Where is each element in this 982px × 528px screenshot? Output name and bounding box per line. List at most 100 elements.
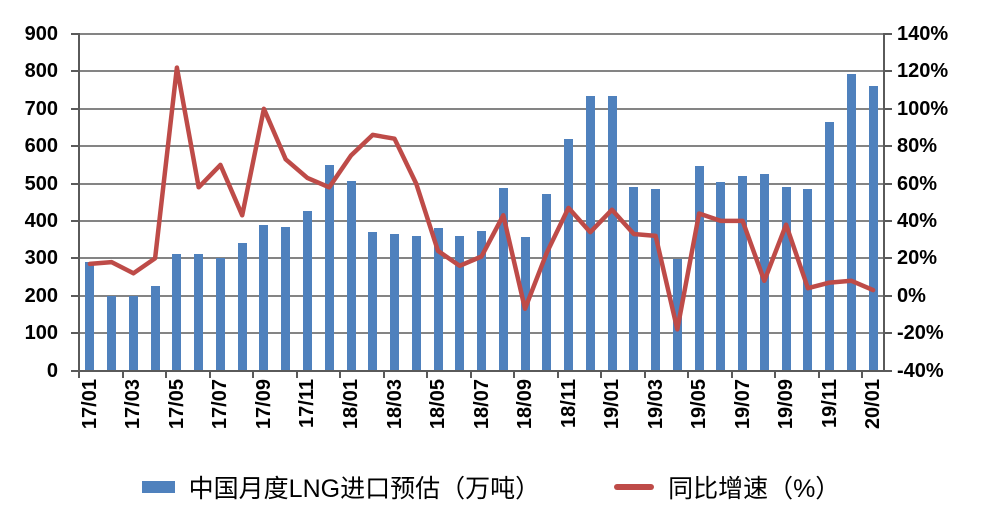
x-axis-tick <box>861 370 864 378</box>
x-axis-tick <box>513 370 516 378</box>
right-axis-label-60%: 60% <box>897 172 938 195</box>
left-axis-tick-600 <box>71 145 79 148</box>
bar-20/01 <box>868 85 878 371</box>
left-axis-tick-300 <box>71 257 79 260</box>
bar-19/02 <box>629 187 639 371</box>
bar-19/12 <box>846 74 856 371</box>
left-axis-label-100: 100 <box>24 322 58 345</box>
x-axis-label-18/09: 18/09 <box>514 379 536 430</box>
x-axis-label-18/01: 18/01 <box>340 379 362 430</box>
x-axis-label-20/01: 20/01 <box>862 379 885 430</box>
bar-18/08 <box>498 188 508 371</box>
bar-17/02 <box>107 295 117 371</box>
left-axis-tick-700 <box>71 107 79 110</box>
bar-17/10 <box>281 227 291 371</box>
left-axis-tick-100 <box>71 332 79 335</box>
x-axis-label-17/01: 17/01 <box>78 379 101 430</box>
right-axis-label-120%: 120% <box>897 60 949 83</box>
bar-19/09 <box>781 187 791 371</box>
right-axis-tick <box>884 70 892 73</box>
left-axis-label-400: 400 <box>24 209 58 232</box>
right-axis-tick <box>884 294 892 297</box>
right-axis-label-20%: 20% <box>897 247 938 270</box>
x-axis-label-19/03: 19/03 <box>644 379 667 430</box>
bar-19/11 <box>825 121 835 371</box>
right-axis-label-100%: 100% <box>897 97 949 120</box>
bar-18/01 <box>346 180 356 371</box>
right-axis-label-40%: 40% <box>897 209 938 232</box>
legend-line-label: 同比增速（%） <box>668 475 841 503</box>
bar-18/05 <box>433 227 443 371</box>
x-axis-tick <box>687 370 690 378</box>
left-axis-label-800: 800 <box>24 60 58 83</box>
bar-19/04 <box>672 259 682 371</box>
x-axis-label-18/05: 18/05 <box>427 379 449 430</box>
bar-17/09 <box>259 225 269 371</box>
bar-18/06 <box>455 236 465 371</box>
right-axis-line <box>883 33 885 372</box>
x-axis-label-17/05: 17/05 <box>165 379 188 430</box>
right-axis-label-140%: 140% <box>897 23 949 45</box>
x-axis-tick <box>208 370 211 378</box>
left-axis-tick-200 <box>71 294 79 297</box>
x-axis-label-17/09: 17/09 <box>252 379 275 430</box>
gridline-800 <box>79 70 884 73</box>
x-axis-label-17/07: 17/07 <box>209 379 232 430</box>
bar-19/01 <box>607 95 617 371</box>
left-axis-label-500: 500 <box>24 172 58 195</box>
bar-19/05 <box>694 166 704 371</box>
gridline-500 <box>79 182 884 185</box>
bar-18/03 <box>390 233 399 371</box>
legend-bar-label: 中国月度LNG进口预估（万吨） <box>188 475 541 503</box>
left-axis-tick-900 <box>71 33 79 35</box>
bar-17/06 <box>194 253 204 371</box>
x-axis-tick <box>426 370 429 378</box>
x-axis-line <box>71 369 892 372</box>
bar-19/08 <box>759 174 769 371</box>
x-axis-label-18/03: 18/03 <box>383 379 406 430</box>
x-axis-label-17/03: 17/03 <box>122 379 145 430</box>
left-axis-label-0: 0 <box>46 359 58 382</box>
gridline-600 <box>79 145 884 148</box>
bar-17/08 <box>237 243 247 371</box>
right-axis-tick <box>884 182 892 185</box>
left-axis-label-300: 300 <box>24 247 58 270</box>
bar-17/12 <box>324 164 334 371</box>
gridline-900 <box>79 33 884 35</box>
bar-17/05 <box>172 253 182 371</box>
right-axis-tick <box>884 219 892 222</box>
x-axis-label-17/11: 17/11 <box>296 379 319 428</box>
yoy-growth-line <box>87 65 876 332</box>
right-axis-tick <box>884 257 892 260</box>
x-axis-tick <box>382 370 385 378</box>
bar-19/03 <box>651 188 661 371</box>
left-axis-label-600: 600 <box>24 135 58 158</box>
x-axis-tick <box>121 370 124 378</box>
bar-18/04 <box>411 235 421 371</box>
left-axis-label-200: 200 <box>24 284 58 307</box>
bar-18/10 <box>542 194 552 371</box>
right-axis-tick <box>884 332 892 335</box>
bar-17/01 <box>85 262 95 371</box>
x-axis-tick <box>165 370 167 378</box>
left-axis-tick-0 <box>71 369 79 372</box>
x-axis-tick <box>78 370 80 378</box>
left-axis-tick-800 <box>71 70 79 73</box>
right-axis-tick <box>884 107 892 110</box>
x-axis-tick <box>643 370 646 378</box>
left-axis-tick-500 <box>71 182 79 185</box>
x-axis-label-19/05: 19/05 <box>688 379 711 430</box>
right-axis-label-80%: 80% <box>897 135 938 158</box>
bar-19/07 <box>738 176 748 371</box>
x-axis-label-18/07: 18/07 <box>470 379 493 430</box>
x-axis-label-19/11: 19/11 <box>818 379 841 428</box>
right-axis-tick <box>884 369 892 372</box>
gridline-400 <box>79 219 884 222</box>
bar-17/07 <box>215 257 225 371</box>
left-axis-tick-400 <box>71 219 79 222</box>
right-axis-label--40%: -40% <box>897 359 944 382</box>
